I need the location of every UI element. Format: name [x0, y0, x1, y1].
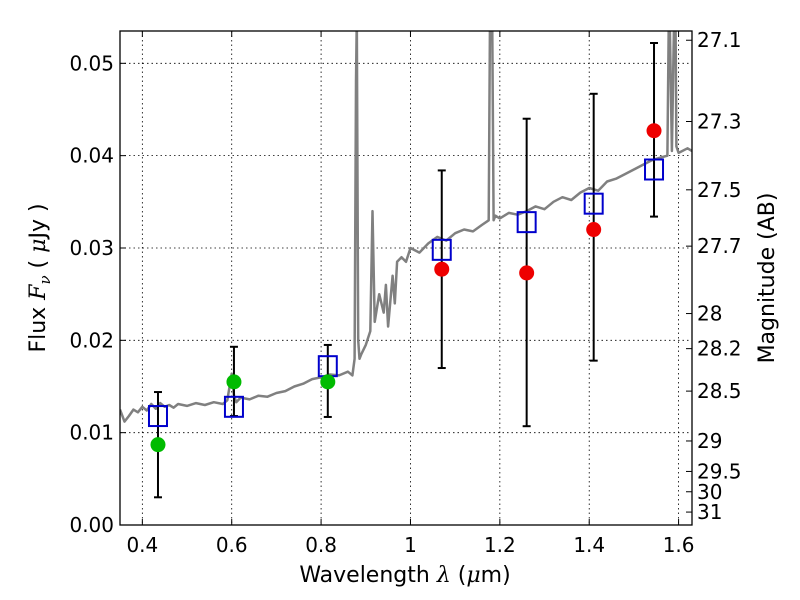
y-tick-label: 0.01: [69, 421, 114, 445]
observed-flux-point: [586, 222, 602, 238]
y-tick-label: 0.05: [69, 51, 114, 75]
model-spectrum-line: [120, 31, 692, 423]
y-tick-label: 0.03: [69, 236, 114, 260]
right-tick-label: 30: [697, 480, 722, 504]
x-tick-label: 0.8: [305, 533, 337, 557]
model-flux-square: [147, 405, 168, 428]
right-tick-label: 27.5: [697, 178, 742, 202]
right-tick-label: 28: [697, 302, 722, 326]
right-tick-label: 27.7: [697, 234, 742, 258]
grid-lines: [120, 31, 692, 526]
model-flux-square: [431, 238, 452, 261]
right-tick-label: 29: [697, 429, 722, 453]
observed-flux-point: [150, 437, 166, 453]
x-tick-label: 1.2: [484, 533, 516, 557]
x-tick-label: 1.4: [573, 533, 605, 557]
model-flux-square: [223, 395, 244, 418]
observed-flux-point: [320, 374, 336, 390]
observed-flux-point: [519, 265, 535, 281]
x-axis-label: Wavelength λ (μm): [299, 563, 510, 588]
model-flux-square: [516, 211, 537, 234]
right-tick-label: 31: [697, 500, 722, 524]
right-tick-label: 29.5: [697, 459, 742, 483]
right-tick-label: 27.3: [697, 109, 742, 133]
y-tick-label: 0.00: [69, 513, 114, 537]
y-tick-label: 0.02: [69, 328, 114, 352]
right-tick-label: 27.1: [697, 28, 742, 52]
x-axis: 0.4 0.6 0.8 1 1.2 1.4 1.6: [126, 31, 695, 557]
x-tick-label: 1.6: [663, 533, 695, 557]
y-axis-label: Flux Fν ( μJy ): [26, 203, 54, 352]
y-axis-right-label: Magnitude (AB): [755, 193, 780, 364]
x-tick-label: 0.4: [126, 533, 158, 557]
model-flux-square: [583, 192, 604, 215]
observed-flux-point: [646, 123, 662, 139]
x-tick-label: 1: [404, 533, 417, 557]
y-axis-left: 0.00 0.01 0.02 0.03 0.04 0.05: [69, 51, 126, 537]
observed-flux-point: [434, 261, 450, 277]
right-tick-label: 28.2: [697, 337, 742, 361]
plot-frame: [119, 30, 693, 526]
x-tick-label: 0.6: [216, 533, 248, 557]
right-tick-label: 28.5: [697, 379, 742, 403]
spectrum-layer: [120, 31, 692, 423]
y-tick-label: 0.04: [69, 144, 114, 168]
data-marks: [147, 42, 665, 499]
observed-flux-point: [226, 374, 242, 390]
model-flux-square: [644, 158, 665, 181]
